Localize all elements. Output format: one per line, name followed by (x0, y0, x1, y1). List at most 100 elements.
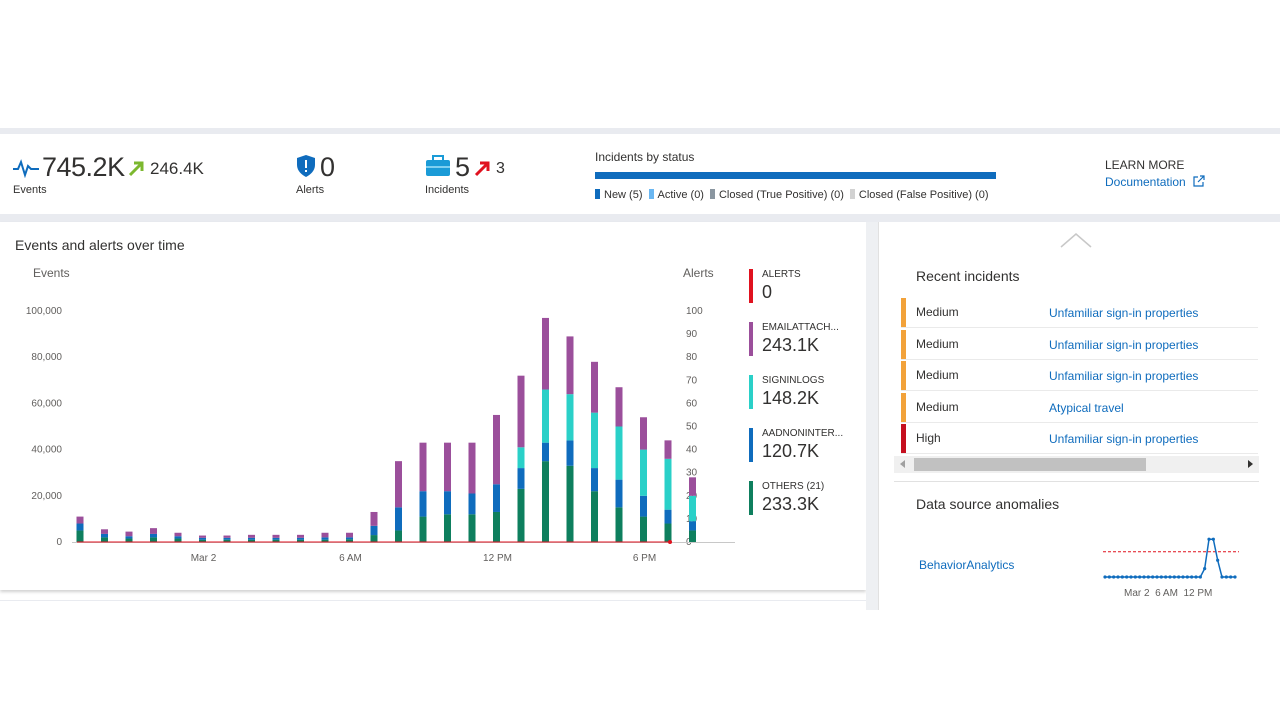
anomaly-ticks: Mar 2 6 AM 12 PM (1124, 588, 1213, 599)
status-legend: New (5) Active (0) Closed (True Positive) … (595, 189, 1025, 201)
severity-stripe (901, 392, 906, 422)
anomaly-point (1168, 575, 1172, 579)
anomaly-point (1138, 575, 1142, 579)
events-alerts-chart[interactable]: Events Alerts 100,000 80,000 60,000 40,000 20,… (0, 260, 740, 590)
anomaly-point (1107, 575, 1111, 579)
bar-segment (517, 447, 525, 469)
bar-segment (272, 537, 280, 540)
x-tick-label: 12 PM (483, 553, 512, 564)
bar-segment (542, 442, 549, 462)
anomaly-point (1224, 575, 1228, 579)
bar-segment (223, 535, 231, 538)
bar-segment (542, 317, 549, 390)
bar-segment (370, 535, 378, 542)
bar-segment (370, 511, 378, 526)
bar-segment (248, 534, 255, 538)
status-swatch (709, 189, 715, 199)
incident-name-link[interactable]: Unfamiliar sign-in properties (1049, 337, 1199, 352)
summary-bar: 745.2K 246.4K Events 0 Alerts 5 3 Incide… (0, 134, 1280, 214)
incident-name-link[interactable]: Unfamiliar sign-in properties (1049, 306, 1199, 320)
anomaly-sparkline[interactable] (1101, 532, 1241, 582)
horizontal-scrollbar[interactable] (894, 456, 1259, 473)
legend-color-bar (749, 269, 753, 303)
anomaly-line (1105, 538, 1235, 578)
bar-segment (615, 426, 623, 480)
scrollbar-thumb[interactable] (914, 458, 1146, 471)
bar-segment (615, 387, 623, 427)
bar-segment (125, 538, 133, 542)
bar-segment (395, 530, 402, 542)
learn-more: LEARN MORE Documentation (1105, 158, 1205, 189)
anomaly-point (1172, 575, 1176, 579)
severity-stripe (901, 329, 906, 359)
severity-stripe (901, 361, 906, 390)
anomaly-point (1177, 575, 1181, 579)
under-band (0, 214, 1280, 222)
bar-segment (689, 477, 696, 496)
bar-segment (640, 516, 647, 542)
bar-segment (493, 414, 500, 485)
incident-row[interactable]: Medium Unfamiliar sign-in properties (901, 297, 1258, 328)
legend-value: 148.2K (762, 388, 820, 408)
anomaly-point (1198, 575, 1202, 579)
anomaly-point (1194, 575, 1198, 579)
incident-name-link[interactable]: Unfamiliar sign-in properties (1049, 369, 1199, 383)
bar-segment (223, 537, 231, 540)
briefcase-icon (426, 155, 450, 176)
bar-segment (542, 389, 549, 443)
anomaly-point (1151, 575, 1155, 579)
bar-segment (689, 521, 696, 531)
incident-name-link[interactable]: Atypical travel (1049, 400, 1124, 415)
y-tick-right: 90 (686, 329, 698, 340)
incident-row[interactable]: Medium Unfamiliar sign-in properties (901, 360, 1258, 391)
anomalies-title: Data source anomalies (916, 496, 1060, 512)
incidents-by-status[interactable]: Incidents by status New (5) Active (0) Clo… (595, 150, 1025, 201)
bar-segment (689, 495, 696, 522)
documentation-link[interactable]: Documentation (1105, 175, 1205, 189)
y-tick-left: 60,000 (31, 398, 62, 409)
status-swatch (849, 189, 855, 199)
incidents-label: Incidents (425, 184, 470, 196)
incident-name-link[interactable]: Unfamiliar sign-in properties (1049, 432, 1199, 446)
status-legend-label: New (5) (604, 189, 643, 201)
bar-segment (125, 536, 133, 539)
bar-segment (199, 535, 206, 538)
bar-segment (321, 537, 329, 540)
bottom-divider (0, 600, 866, 610)
external-link-icon (1193, 175, 1205, 187)
anomaly-source-link[interactable]: BehaviorAnalytics (919, 558, 1015, 572)
bar-segment (174, 538, 182, 542)
anomaly-point (1207, 537, 1211, 541)
right-panel: Recent incidents Medium Unfamiliar sign-i… (878, 222, 1280, 610)
bar-segment (346, 537, 353, 540)
trend-up-icon (128, 161, 144, 177)
status-legend-item[interactable]: Closed (False Positive) (0) (849, 189, 988, 201)
status-legend-item[interactable]: New (5) (595, 189, 643, 201)
anomaly-point (1116, 575, 1120, 579)
scroll-right-icon[interactable] (1248, 460, 1253, 468)
anomaly-point (1181, 575, 1185, 579)
bar-segment (468, 442, 476, 494)
status-legend-label: Closed (True Positive) (0) (718, 189, 844, 201)
scroll-left-icon[interactable] (900, 460, 905, 468)
bar-segment (419, 491, 427, 517)
incident-row[interactable]: High Unfamiliar sign-in properties (901, 423, 1258, 454)
anomaly-point (1159, 575, 1163, 579)
incidents-value: 5 (455, 152, 470, 182)
status-legend-item[interactable]: Closed (True Positive) (0) (709, 189, 844, 201)
anomaly-point (1203, 567, 1207, 571)
bar-segment (297, 539, 304, 542)
bar-segment (444, 442, 451, 492)
status-legend-item[interactable]: Active (0) (648, 189, 704, 201)
top-band (0, 128, 1280, 134)
bar-segment (517, 375, 525, 448)
events-delta: 246.4K (150, 159, 204, 178)
anomaly-point (1216, 558, 1220, 562)
anomaly-point (1155, 575, 1159, 579)
bar-segment (468, 514, 476, 542)
chevron-up-icon[interactable] (1059, 232, 1093, 248)
section-divider (894, 481, 1259, 482)
incident-row[interactable]: Medium Atypical travel (901, 392, 1258, 423)
incident-row[interactable]: Medium Unfamiliar sign-in properties (901, 329, 1258, 360)
status-bar[interactable] (595, 172, 996, 179)
